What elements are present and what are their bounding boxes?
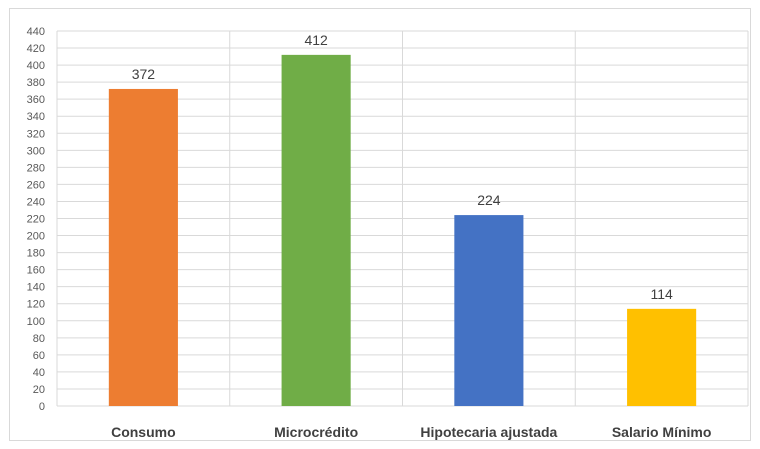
category-label: Consumo: [111, 424, 176, 440]
y-tick-label: 420: [27, 43, 45, 55]
y-tick-label: 280: [27, 162, 45, 174]
y-tick-label: 300: [27, 145, 45, 157]
y-tick-label: 100: [27, 316, 45, 328]
data-label: 372: [132, 66, 156, 82]
y-tick-label: 40: [33, 367, 45, 379]
y-tick-label: 220: [27, 214, 45, 226]
bar-hipotecaria-ajustada: [454, 215, 524, 406]
category-label: Hipotecaria ajustada: [420, 424, 557, 440]
y-tick-label: 320: [27, 128, 45, 140]
y-tick-label: 0: [39, 401, 45, 413]
y-tick-label: 180: [27, 248, 45, 260]
y-tick-label: 200: [27, 231, 45, 243]
y-tick-label: 120: [27, 299, 45, 311]
category-label: Microcrédito: [274, 424, 358, 440]
data-label: 224: [477, 192, 501, 208]
y-tick-label: 240: [27, 196, 45, 208]
y-tick-label: 80: [33, 333, 45, 345]
y-tick-label: 60: [33, 350, 45, 362]
category-label: Salario Mínimo: [612, 424, 712, 440]
bar-consumo: [108, 88, 178, 407]
data-label: 114: [650, 286, 673, 302]
y-tick-label: 160: [27, 265, 45, 277]
y-tick-label: 340: [27, 111, 45, 123]
y-tick-label: 20: [33, 384, 45, 396]
bar-microcr-dito: [281, 54, 351, 406]
data-label: 412: [304, 32, 328, 48]
y-tick-label: 440: [27, 26, 45, 38]
y-tick-label: 400: [27, 60, 45, 72]
y-tick-label: 140: [27, 282, 45, 294]
bar-salario-m-nimo: [627, 308, 697, 406]
y-tick-label: 260: [27, 179, 45, 191]
y-tick-label: 360: [27, 94, 45, 106]
y-tick-label: 380: [27, 77, 45, 89]
